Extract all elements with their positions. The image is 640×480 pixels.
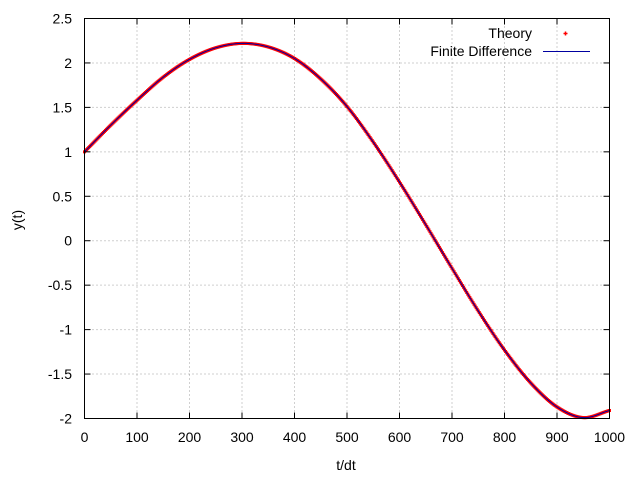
series-finite-difference	[84, 42, 610, 419]
legend-marker-theory	[563, 31, 568, 36]
x-tick-label: 600	[388, 429, 412, 445]
tick-labels: 0 100 200 300 400 500 600 700 800 900 1000 -2 -1.5 -1…	[48, 11, 625, 446]
x-tick-label: 100	[125, 429, 149, 445]
legend: Theory Finite Difference	[430, 25, 590, 59]
y-axis-label: y(t)	[9, 210, 25, 230]
y-tick-label: 0	[64, 233, 72, 249]
x-tick-label: 900	[545, 429, 569, 445]
legend-label-theory: Theory	[488, 25, 532, 41]
y-tick-label: 0.5	[53, 188, 73, 204]
x-tick-label: 1000	[594, 429, 625, 445]
y-tick-label: -0.5	[48, 277, 72, 293]
plot-series	[83, 41, 611, 420]
x-tick-label: 700	[440, 429, 464, 445]
grid	[84, 18, 610, 419]
x-tick-label: 800	[493, 429, 517, 445]
y-tick-label: 2	[64, 55, 72, 71]
x-tick-label: 300	[230, 429, 254, 445]
y-tick-label: 1.5	[53, 99, 73, 115]
x-tick-label: 200	[178, 429, 202, 445]
y-tick-label: -1.5	[48, 366, 72, 382]
y-tick-label: 2.5	[53, 11, 73, 27]
y-tick-label: 1	[64, 144, 72, 160]
x-tick-label: 0	[81, 429, 89, 445]
x-tick-label: 500	[335, 429, 359, 445]
y-tick-label: -2	[60, 411, 73, 427]
axis-ticks	[84, 18, 610, 419]
x-tick-label: 400	[283, 429, 307, 445]
x-axis-label: t/dt	[336, 457, 356, 473]
y-tick-label: -1	[60, 322, 73, 338]
legend-label-finite-difference: Finite Difference	[430, 43, 532, 59]
